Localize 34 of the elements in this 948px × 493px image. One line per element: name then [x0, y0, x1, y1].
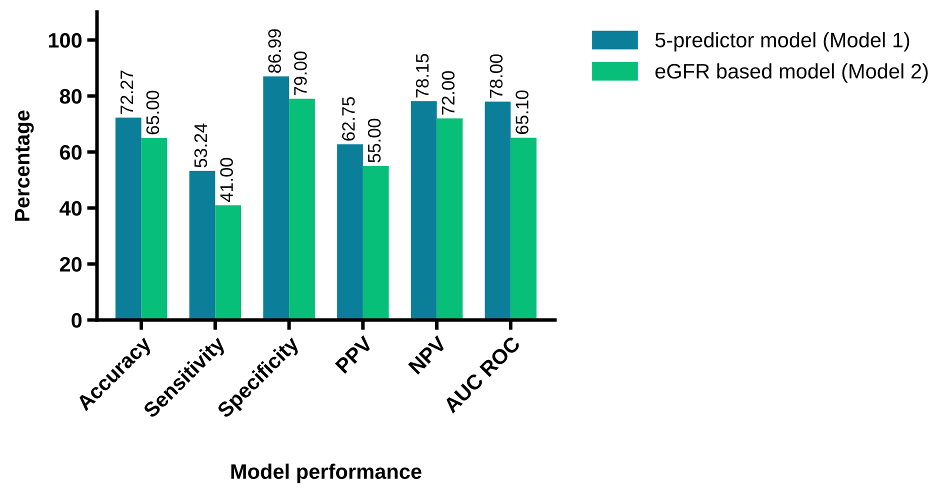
- bar: [436, 118, 463, 320]
- bar: [141, 138, 168, 320]
- x-axis-title: Model performance: [231, 464, 422, 484]
- bar: [189, 170, 216, 320]
- bar: [410, 101, 437, 320]
- text: 62.75: [342, 97, 355, 141]
- bar: [289, 98, 315, 320]
- text: 72.00: [442, 71, 455, 115]
- bar: [484, 102, 511, 320]
- bar: [215, 205, 242, 320]
- bar: [263, 76, 290, 320]
- legend-label: eGFR based model (Model 2): [655, 63, 928, 83]
- text: 53.24: [194, 123, 208, 168]
- text: 86.99: [268, 29, 281, 73]
- text: 55.00: [368, 118, 381, 162]
- y-tick-label: 0: [72, 313, 82, 328]
- y-axis-title: Percentage: [15, 110, 34, 221]
- text: 72.27: [120, 70, 134, 114]
- y-tick-label: 100: [48, 33, 82, 48]
- y-tick-label: 60: [60, 145, 82, 160]
- text: 65.00: [146, 90, 160, 134]
- bar: [337, 144, 363, 320]
- text: 65.10: [516, 90, 528, 134]
- y-tick-label: 20: [60, 257, 82, 272]
- bar: [510, 138, 537, 320]
- y-tick-label: 40: [60, 201, 82, 216]
- legend-label: 5-predictor model (Model 1): [655, 32, 910, 52]
- bar: [115, 118, 142, 320]
- bar: [362, 166, 389, 320]
- y-tick-label: 80: [60, 89, 82, 104]
- text: 78.00: [490, 54, 503, 98]
- text: 79.00: [294, 52, 307, 96]
- text: 78.15: [416, 54, 429, 98]
- text: 41.00: [220, 158, 233, 202]
